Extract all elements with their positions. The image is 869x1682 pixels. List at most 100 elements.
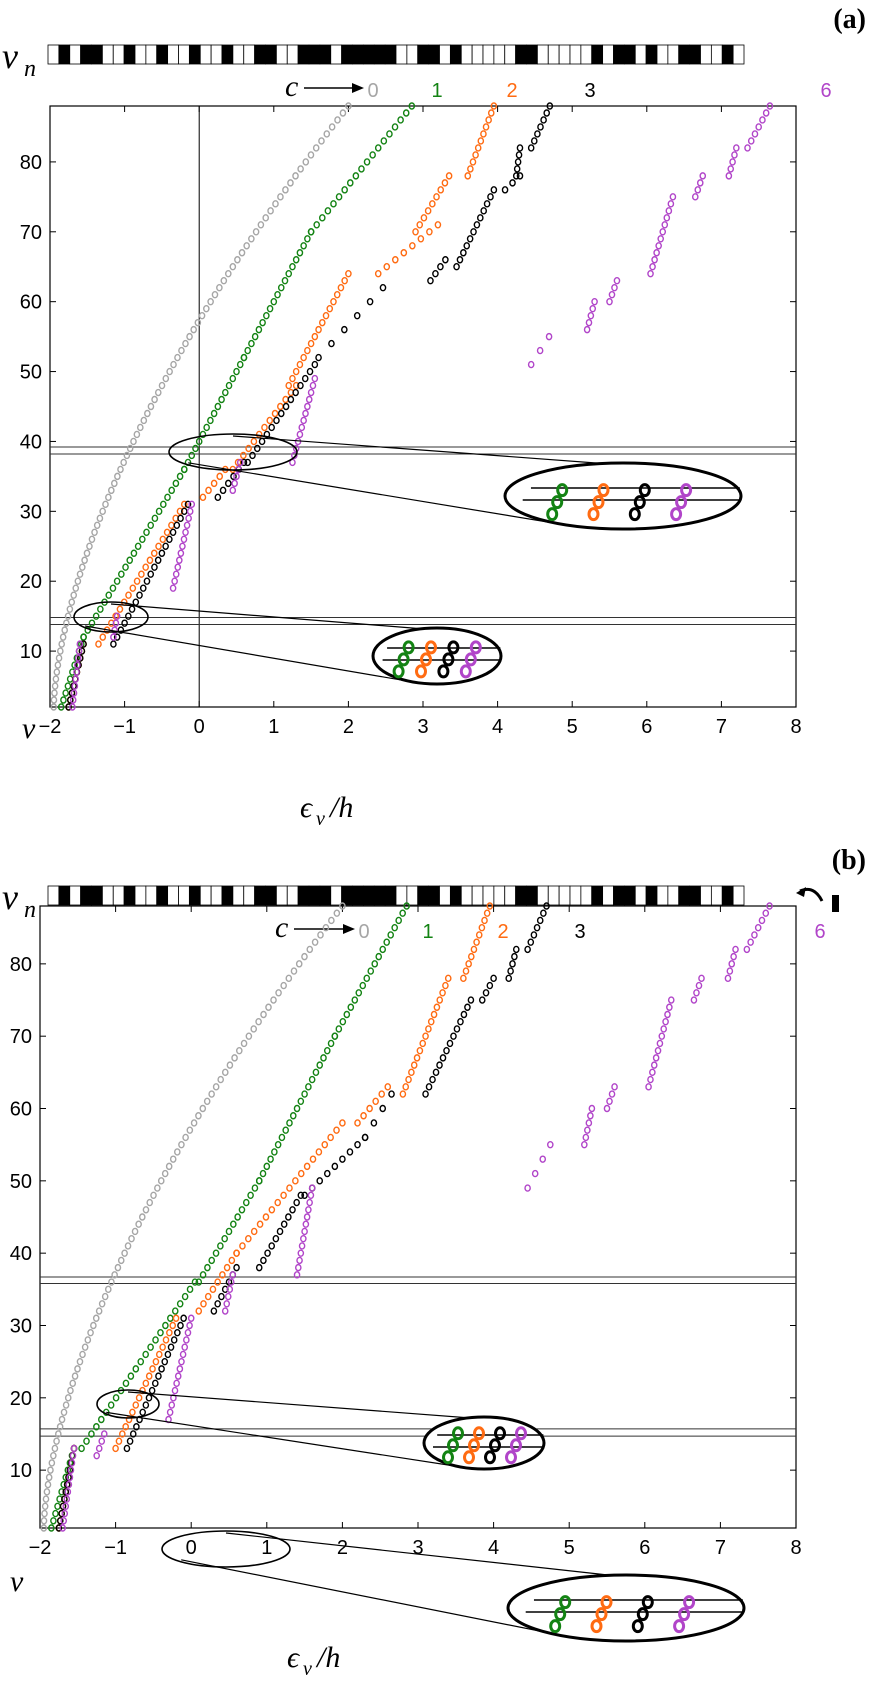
data-point [369,151,376,159]
data-point [214,493,222,502]
data-point [223,1300,231,1308]
series-c6 [69,102,774,711]
data-point [367,967,375,975]
zoom-data-point [463,1450,475,1465]
data-point [751,130,759,138]
zoom-data-point [546,507,559,522]
sequence-cell [471,885,484,906]
data-point [74,654,82,662]
data-point [55,1524,63,1532]
data-point [137,1357,145,1366]
data-point [176,472,184,481]
data-point [154,556,162,564]
data-point [243,242,250,250]
data-point [181,1292,189,1301]
data-point [766,902,773,910]
zoom-data-point [587,507,600,522]
zoom-data-point [554,1607,567,1622]
sequence-cell [275,885,288,906]
data-point [473,221,481,229]
data-point [186,1321,193,1330]
data-point [658,1032,666,1040]
data-point [62,689,69,697]
data-point [285,974,293,983]
sequence-cell [536,44,549,65]
data-point [469,158,477,166]
data-point [114,472,121,481]
data-point [120,458,127,467]
data-point [327,1039,335,1048]
data-point [178,1357,185,1366]
data-point [152,1357,160,1366]
data-point [149,1365,156,1373]
data-point [101,1292,109,1301]
sequence-cell [406,44,419,65]
data-point [145,1394,153,1402]
data-point [462,967,470,975]
x-tick-label: −1 [113,716,136,738]
data-point [229,374,237,383]
data-point [272,1234,280,1243]
zoom-data-point [559,1595,572,1610]
sequence-cell [460,44,473,65]
sequence-cell [395,44,408,65]
data-point [289,263,296,271]
data-point [159,535,167,543]
data-point [162,374,170,383]
data-point [234,1213,241,1221]
data-point [142,1350,149,1359]
data-point [384,1083,392,1091]
data-point [430,1010,438,1019]
sequence-cell [47,885,60,906]
zoom-data-point [628,507,641,522]
zoom-connector [110,603,438,631]
sequence-cell [700,885,712,906]
data-point [536,916,544,925]
data-point [304,402,311,411]
data-point [258,437,266,446]
data-point [50,1517,57,1525]
data-point [174,1372,182,1380]
data-point [242,1198,250,1207]
sequence-cell [732,44,745,65]
data-point [67,1466,75,1474]
data-point [187,1314,195,1322]
data-point [270,996,277,1004]
zoom-data-point [489,1438,501,1453]
data-point [439,1054,447,1062]
data-point [164,493,171,502]
data-point [661,221,669,229]
data-point [422,1032,429,1040]
data-point [656,1039,664,1048]
data-point [659,228,667,236]
data-point [93,521,101,530]
zoom-data-point [447,640,460,655]
sequence-cell [330,44,343,65]
zoom-data-point [510,1438,522,1453]
data-point [302,409,309,418]
data-point [304,346,311,355]
data-point [652,1054,660,1062]
data-point [171,577,178,585]
data-point [372,1097,379,1105]
data-point [230,1220,237,1228]
data-point [531,1169,539,1178]
data-point [408,102,416,110]
data-point [178,346,185,355]
data-point [180,500,188,509]
data-point [457,1018,464,1026]
data-point [606,297,613,306]
zoom-data-point [631,1619,644,1634]
zoom-data-point [402,640,415,655]
data-point [290,967,298,975]
data-point [233,1249,240,1257]
sequence-cell [449,885,462,906]
data-point [173,521,181,530]
sequence-cell [591,885,604,906]
data-point [236,1046,243,1055]
data-point [50,703,58,711]
data-point [174,353,181,362]
data-point [199,430,207,439]
zoom-connector [106,1411,458,1467]
y-tick-label: 50 [10,1171,32,1193]
